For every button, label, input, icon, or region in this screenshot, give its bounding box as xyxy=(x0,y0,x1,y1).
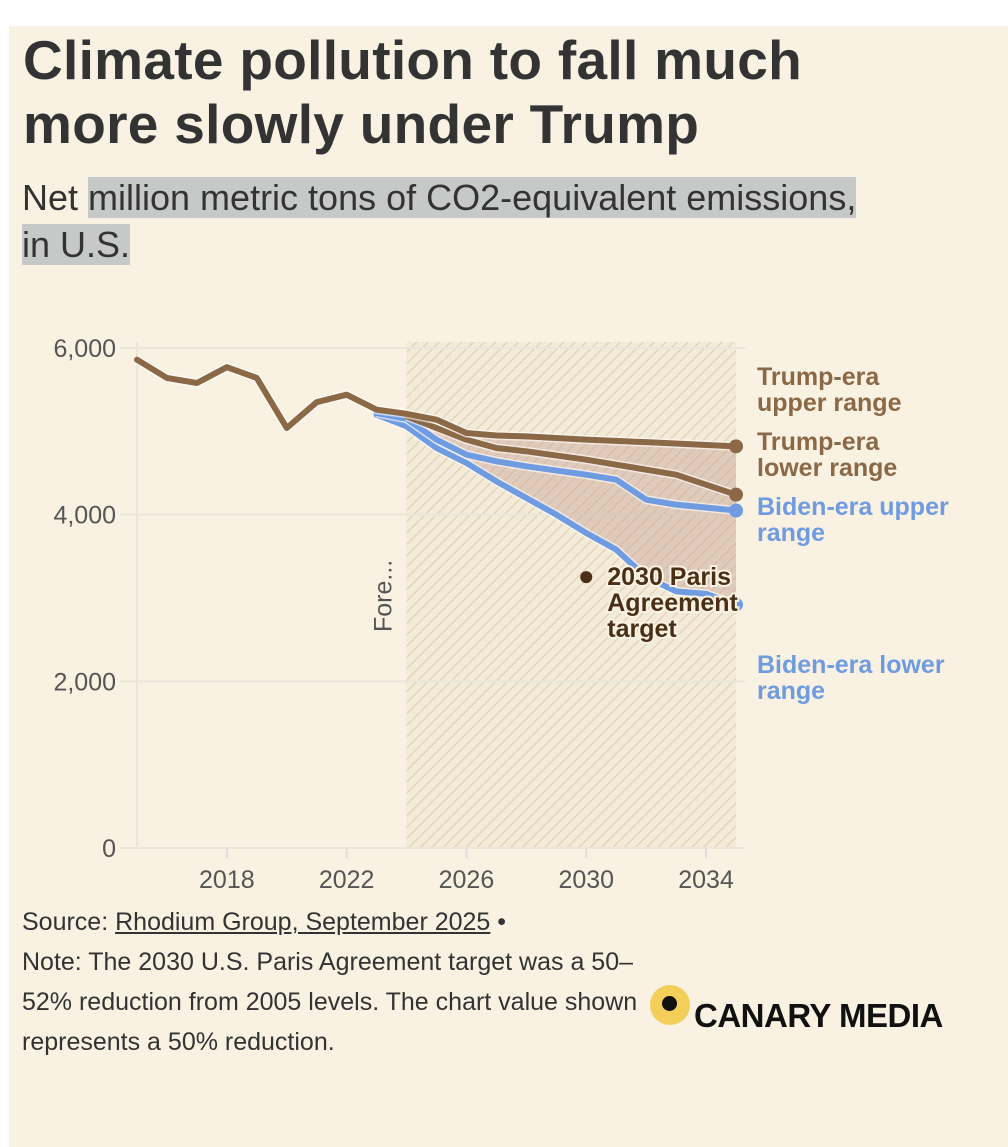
chart-footer: Source: Rhodium Group, September 2025 • N… xyxy=(22,902,642,1062)
y-tick-label: 4,000 xyxy=(53,502,116,530)
forecast-label: Fore... xyxy=(370,560,398,632)
note-text: Note: The 2030 U.S. Paris Agreement targ… xyxy=(22,948,638,1056)
series-end-point xyxy=(729,503,743,518)
canary-eye-icon xyxy=(650,985,690,1025)
series-label: Biden-era upper xyxy=(757,493,949,521)
series-line-trump-era-upper-range xyxy=(403,410,739,450)
paris-target-point xyxy=(580,571,593,584)
y-tick-label: 2,000 xyxy=(53,668,116,696)
series-label: Trump-era xyxy=(757,363,880,391)
x-tick-label: 2026 xyxy=(439,866,495,894)
series-line-biden-era-upper-range xyxy=(373,410,739,514)
series-label: lower range xyxy=(757,454,897,482)
x-tick-label: 2034 xyxy=(678,866,734,894)
x-tick-label: 2022 xyxy=(319,866,375,894)
series-label: range xyxy=(757,519,825,547)
paris-target-label: Agreement xyxy=(607,589,738,617)
line-halo xyxy=(134,355,408,433)
series-line-biden-era-lower-range xyxy=(373,411,739,608)
series-end-point xyxy=(729,597,743,612)
series-end-point xyxy=(729,439,743,454)
x-tick-label: 2030 xyxy=(558,866,614,894)
chart-subtitle: Net million metric tons of CO2-equivalen… xyxy=(22,174,882,268)
chart-title: Climate pollution to fall much more slow… xyxy=(23,29,802,155)
y-tick-label: 0 xyxy=(102,835,116,863)
series-line-trump-era-lower-range xyxy=(403,413,739,498)
subtitle-text: Net xyxy=(22,177,89,218)
line-chart: 0 2,000 4,000 6,000 2018 2022 2026 2030 2034 For… xyxy=(53,335,949,894)
bullet: • xyxy=(490,908,507,936)
series-end-point xyxy=(729,487,743,502)
series-label: range xyxy=(757,677,825,705)
paris-target-label: 2030 Paris xyxy=(607,563,731,591)
source-prefix: Source: xyxy=(22,908,116,936)
y-tick-label: 6,000 xyxy=(53,335,116,363)
logo-text: CANARY MEDIA xyxy=(694,997,943,1034)
x-tick-label: 2018 xyxy=(199,866,255,894)
series-line-historical xyxy=(134,356,410,431)
series-label: Trump-era xyxy=(757,428,880,456)
series-label: upper range xyxy=(757,389,902,417)
canary-media-logo: CANARY MEDIA xyxy=(650,975,943,1035)
series-label: Biden-era lower xyxy=(757,651,945,679)
paris-target-label: target xyxy=(607,615,677,643)
source-link[interactable]: Rhodium Group, September 2025 xyxy=(115,908,491,936)
